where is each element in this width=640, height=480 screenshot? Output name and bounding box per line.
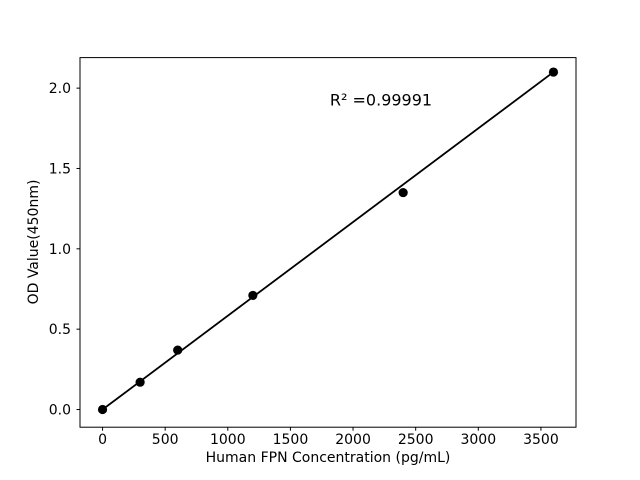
- x-tick-label: 3000: [460, 432, 496, 448]
- x-tick-label: 1500: [273, 432, 309, 448]
- x-tick-label: 1000: [210, 432, 246, 448]
- y-tick-label: 0.5: [49, 322, 71, 338]
- x-axis-label: Human FPN Concentration (pg/mL): [205, 450, 451, 466]
- y-tick-label: 1.0: [49, 242, 71, 258]
- data-point: [173, 345, 183, 355]
- r-squared-annotation: R² =0.99991: [329, 90, 433, 110]
- data-point: [398, 187, 408, 198]
- x-tick-label: 3500: [523, 432, 559, 448]
- x-tick-label: 0: [98, 432, 107, 448]
- y-tick-label: 0.0: [49, 403, 71, 419]
- data-point: [248, 290, 258, 301]
- axes-frame: [79, 57, 577, 428]
- y-tick-label: 2.0: [49, 81, 71, 97]
- data-point: [97, 404, 108, 415]
- y-axis-label: OD Value(450nm): [26, 179, 42, 305]
- fit-line: [102, 71, 554, 411]
- data-point: [135, 377, 145, 387]
- x-tick-label: 2000: [335, 432, 371, 448]
- data-point: [548, 67, 559, 77]
- x-tick-label: 500: [152, 432, 179, 448]
- x-tick-label: 2500: [398, 432, 434, 448]
- y-tick-label: 1.5: [49, 161, 71, 177]
